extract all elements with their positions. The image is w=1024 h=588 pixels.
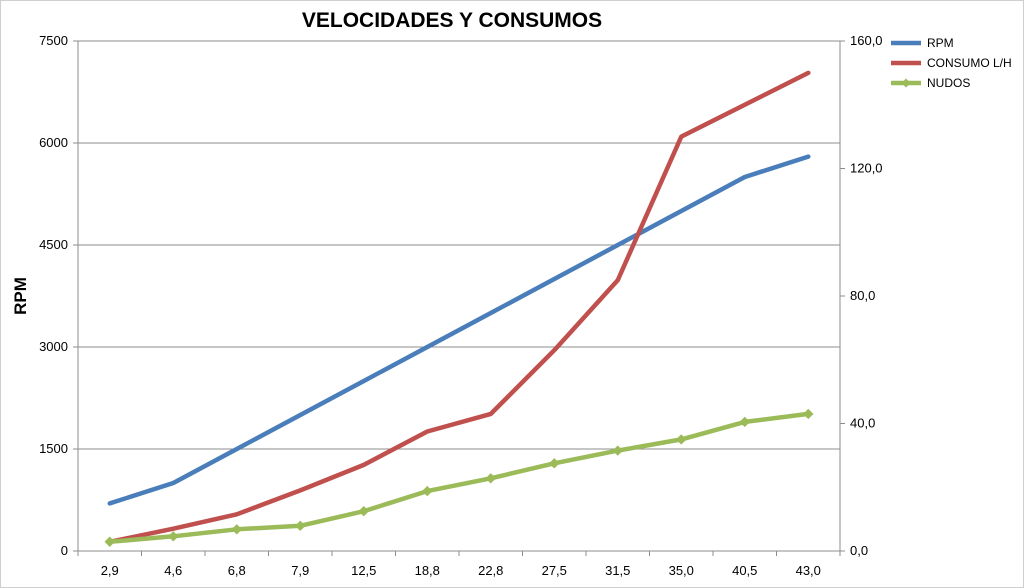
- data-point-nudos: [104, 536, 115, 547]
- x-tick-label: 22,8: [478, 563, 503, 578]
- y2-tick-label: 40,0: [850, 416, 875, 431]
- x-tick-label: 18,8: [415, 563, 440, 578]
- data-point-nudos: [422, 485, 433, 497]
- y-tick-label: 0: [61, 543, 68, 558]
- legend-label-consumo-l-h: CONSUMO L/H: [927, 56, 1012, 70]
- legend: RPM CONSUMO L/H NUDOS: [891, 36, 1012, 90]
- y-tick-label: 3000: [39, 339, 68, 354]
- y-tick-label: 1500: [39, 441, 68, 456]
- y-axis-label: RPM: [11, 277, 30, 315]
- y2-tick-label: 0,0: [850, 543, 868, 558]
- x-tick-label: 6,8: [228, 563, 246, 578]
- data-point-nudos: [295, 520, 306, 532]
- x-tick-label: 43,0: [796, 563, 821, 578]
- x-tick-label: 27,5: [542, 563, 567, 578]
- legend-label-rpm: RPM: [927, 36, 954, 50]
- series-line-rpm: [107, 154, 811, 506]
- y2-tick-label: 120,0: [850, 161, 883, 176]
- legend-label-nudos: NUDOS: [927, 76, 970, 90]
- series-line-consumo-l-h: [107, 70, 811, 545]
- data-point-nudos: [803, 408, 814, 420]
- x-tick-label: 35,0: [669, 563, 694, 578]
- x-tick-label: 31,5: [605, 563, 630, 578]
- chart-title: VELOCIDADES Y CONSUMOS: [302, 9, 602, 32]
- x-tick-label: 2,9: [101, 563, 119, 578]
- y-tick-label: 4500: [39, 237, 68, 252]
- data-point-nudos: [739, 416, 750, 428]
- data-point-nudos: [549, 458, 560, 469]
- series-lines: [104, 70, 814, 547]
- data-point-nudos: [676, 434, 687, 445]
- x-tick-label: 12,5: [351, 563, 376, 578]
- axes: 0 1500 3000 4500 6000 7500 0,0 40,0 80,0 120,0 160…: [39, 33, 882, 578]
- legend-marker-nudos: [901, 78, 911, 88]
- x-tick-label: 4,6: [164, 563, 182, 578]
- y2-tick-label: 160,0: [850, 33, 883, 48]
- x-tick-label: 40,5: [732, 563, 757, 578]
- data-point-nudos: [168, 531, 179, 542]
- data-point-nudos: [612, 445, 623, 456]
- series-line-nudos: [107, 411, 811, 545]
- y2-tick-label: 80,0: [850, 288, 875, 303]
- data-point-nudos: [231, 524, 242, 535]
- data-point-nudos: [358, 505, 369, 517]
- data-point-nudos: [485, 473, 496, 484]
- x-tick-label: 7,9: [291, 563, 309, 578]
- y-tick-label: 6000: [39, 135, 68, 150]
- y-tick-label: 7500: [39, 33, 68, 48]
